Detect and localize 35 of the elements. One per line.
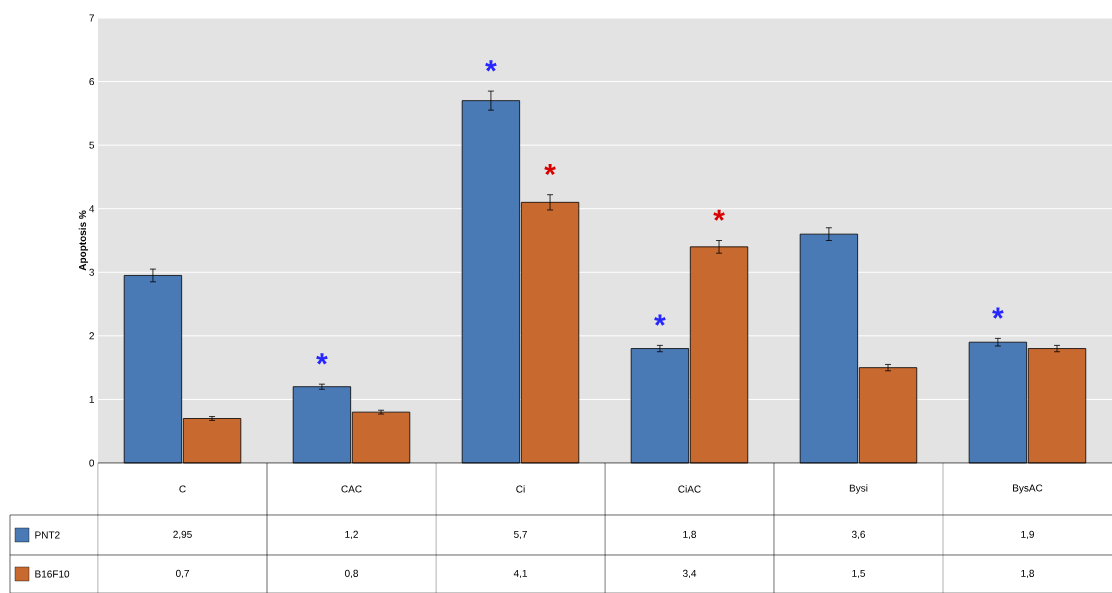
x-tick-label: Ci [516, 485, 525, 493]
x-tick-label: CAC [341, 485, 362, 493]
y-tick-label: 1 [89, 395, 94, 403]
y-tick-label: 4 [89, 205, 95, 213]
data-label: 1,5 [852, 569, 866, 579]
y-tick-label: 0 [89, 459, 95, 467]
data-label: 1,9 [1021, 530, 1034, 540]
annotation: * [544, 163, 556, 176]
legend-label: PNT2 [35, 531, 60, 539]
data-label: 4,1 [513, 569, 527, 579]
data-label: 2,95 [173, 530, 192, 540]
x-tick-label: C [179, 485, 186, 493]
y-tick-label: 2 [89, 332, 94, 340]
x-tick-label: BysAC [1013, 484, 1043, 494]
annotation: * [713, 209, 725, 221]
x-tick-label: Bysi [849, 484, 868, 494]
data-label: 1,8 [683, 530, 697, 540]
y-tick-label: 6 [89, 78, 95, 86]
data-label: 1,8 [1021, 569, 1035, 579]
data-label: 0,7 [175, 569, 189, 579]
annotation: * [654, 314, 666, 326]
x-tick-label: CiAC [678, 485, 701, 493]
y-tick-label: 3 [89, 268, 95, 276]
data-label: 1,2 [345, 530, 358, 540]
data-label: 3,4 [682, 569, 697, 579]
data-label: 5,7 [513, 530, 527, 540]
data-label: 3,6 [851, 530, 866, 540]
data-label: 0,8 [344, 569, 359, 579]
annotation: * [992, 307, 1004, 319]
y-tick-label: 5 [89, 141, 95, 149]
y-tick-label: 7 [89, 14, 94, 22]
legend-label: B16F10 [35, 570, 70, 578]
annotation: * [485, 60, 497, 72]
annotation: * [316, 353, 328, 365]
y-axis-title: Apoptosis % [78, 210, 89, 271]
